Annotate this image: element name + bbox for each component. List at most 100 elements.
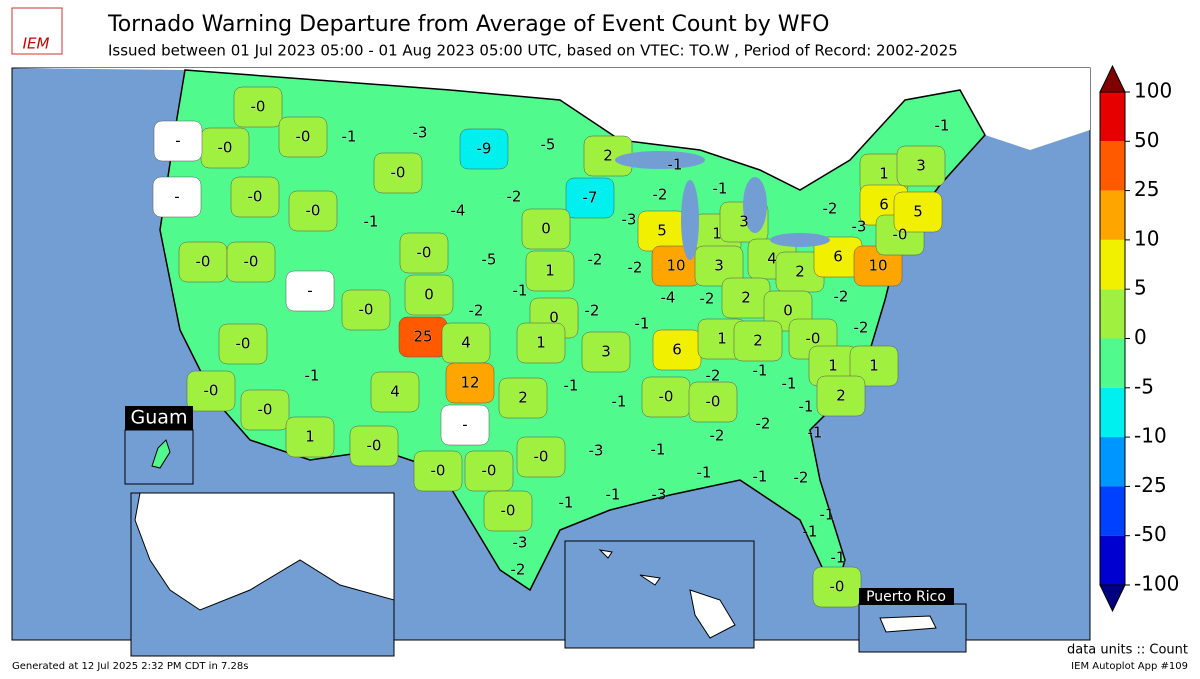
- colorbar-segment: [1100, 92, 1125, 142]
- wfo-label: 1: [545, 262, 555, 280]
- wfo-label: -0: [244, 253, 259, 271]
- wfo-label: -0: [359, 301, 374, 319]
- colorbar-segment: [1100, 289, 1125, 339]
- wfo-label: -0: [501, 502, 516, 520]
- wfo-label: -2: [854, 319, 869, 337]
- lakes: [615, 151, 830, 260]
- wfo-label: -7: [583, 189, 598, 207]
- wfo-label: -2: [585, 302, 600, 320]
- inset-label: Guam: [131, 407, 188, 429]
- logo-frame: [11, 7, 63, 55]
- wfo-patches: [152, 86, 946, 641]
- wfo-patch: [893, 191, 943, 233]
- wfo-patch: [285, 416, 335, 458]
- wfo-label: 1: [717, 330, 727, 348]
- wfo-label: -4: [451, 202, 466, 220]
- wfo-label: 4: [461, 334, 471, 352]
- colorbar-tick-label: 10: [1134, 226, 1159, 250]
- wfo-label: -2: [834, 288, 849, 306]
- colorbar-segment: [1100, 437, 1125, 487]
- wfo-label: 1: [879, 165, 889, 183]
- wfo-patch: [240, 389, 290, 431]
- wfo-label: 0: [549, 309, 559, 327]
- colorbar-segment: [1100, 141, 1125, 191]
- wfo-label: 6: [672, 341, 682, 359]
- wfo-label: -0: [236, 335, 251, 353]
- wfo-label: -1: [564, 377, 579, 395]
- wfo-label: -1: [612, 393, 627, 411]
- wfo-label: 0: [783, 302, 793, 320]
- logo: IEM: [23, 35, 50, 53]
- inset-hawaii: [564, 540, 755, 649]
- wfo-label: -1: [799, 398, 814, 416]
- wfo-label: -0: [367, 437, 382, 455]
- footer-units: data units :: Count: [1067, 643, 1188, 658]
- wfo-label: -5: [482, 251, 497, 269]
- wfo-label: -0: [417, 244, 432, 262]
- wfo-label: -1: [606, 486, 621, 504]
- wfo-label: -0: [251, 98, 266, 116]
- wfo-label: -2: [706, 367, 721, 385]
- colorbar-segment: [1100, 190, 1125, 240]
- hawaii-land: [598, 549, 736, 639]
- colorbar-tick-label: -50: [1134, 522, 1167, 546]
- wfo-label: -1: [513, 282, 528, 300]
- wfo-label: -5: [541, 136, 556, 154]
- colorbar-tick-label: -25: [1134, 473, 1167, 497]
- wfo-label: 1: [869, 357, 879, 375]
- wfo-patch: [230, 176, 280, 218]
- colorbar-under: [1099, 584, 1126, 613]
- wfo-label: 4: [390, 383, 400, 401]
- wfo-label: 10: [868, 257, 887, 275]
- wfo-label: -0: [306, 202, 321, 220]
- wfo-label: 0: [424, 286, 434, 304]
- wfo-label: 4: [767, 250, 777, 268]
- wfo-patch: [218, 323, 268, 365]
- wfo-patch: [498, 377, 548, 419]
- wfo-patch: [516, 436, 566, 478]
- wfo-patch: [278, 116, 328, 158]
- wfo-label: 1: [712, 225, 722, 243]
- wfo-label: 3: [601, 343, 611, 361]
- wfo-label: -1: [753, 468, 768, 486]
- wfo-label: -2: [710, 427, 725, 445]
- wfo-label: -2: [588, 251, 603, 269]
- colorbar-tick-label: -100: [1134, 572, 1179, 596]
- colorbar-segment: [1100, 535, 1125, 585]
- wfo-patch: [285, 270, 335, 312]
- wfo-label: -3: [652, 486, 667, 504]
- wfo-label: -4: [661, 289, 676, 307]
- wfo-label: -0: [391, 164, 406, 182]
- wfo-patch: [349, 425, 399, 467]
- wfo-label: -1: [713, 180, 728, 198]
- wfo-label: 2: [741, 289, 751, 307]
- wfo-label: -1: [753, 362, 768, 380]
- wfo-patch: [373, 152, 423, 194]
- wfo-patch: [521, 208, 571, 250]
- canada: [12, 68, 1090, 190]
- wfo-label: -: [175, 132, 180, 150]
- alaska-land: [134, 492, 395, 611]
- wfo-label: -2: [794, 469, 809, 487]
- wfo-label: -2: [756, 415, 771, 433]
- wfo-patch: [288, 190, 338, 232]
- wfo-label: -2: [823, 200, 838, 218]
- wfo-label: 2: [836, 387, 846, 405]
- subtitle: Issued between 01 Jul 2023 05:00 - 01 Au…: [108, 42, 958, 60]
- wfo-label: -: [462, 416, 467, 434]
- wfo-label: -0: [706, 393, 721, 411]
- colorbar-tick-label: 25: [1134, 177, 1159, 201]
- guam-land: [151, 439, 171, 469]
- colorbar-segment: [1100, 239, 1125, 290]
- wfo-label: -0: [431, 462, 446, 480]
- colorbar-segment: [1100, 486, 1125, 536]
- colorbar-segment: [1100, 338, 1125, 388]
- inset-label: Puerto Rico: [866, 589, 946, 605]
- wfo-patch: [413, 450, 463, 492]
- wfo-patch: [849, 345, 899, 387]
- wfo-label: -3: [513, 534, 528, 552]
- wfo-label: -0: [659, 388, 674, 406]
- wfo-label: -1: [635, 315, 650, 333]
